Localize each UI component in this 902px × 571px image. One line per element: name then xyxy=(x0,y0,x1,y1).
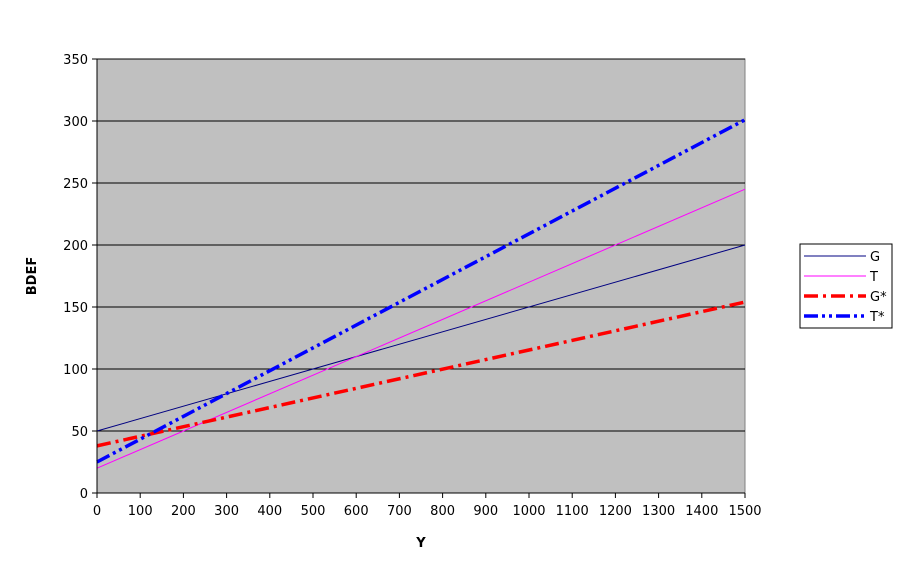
legend-box xyxy=(799,243,893,329)
x-tick-label: 1400 xyxy=(685,504,718,519)
x-tick-label: 100 xyxy=(128,504,153,519)
x-tick-label: 0 xyxy=(93,504,101,519)
legend-label: G* xyxy=(870,290,887,305)
series-line xyxy=(96,118,746,464)
x-tick-label: 800 xyxy=(430,504,455,519)
legend: GT G* T* xyxy=(799,243,893,329)
legend-label: G xyxy=(870,250,880,265)
y-tick-labels: 0 50 100 150 200 250 300 350 xyxy=(63,53,88,502)
series-layer xyxy=(96,118,746,469)
x-tick-label: 300 xyxy=(214,504,239,519)
y-axis-title: BDEF xyxy=(25,257,40,295)
y-tick-label: 0 xyxy=(80,487,88,502)
y-tick-label: 100 xyxy=(63,363,88,378)
x-tick-label: 700 xyxy=(387,504,412,519)
y-tick-label: 300 xyxy=(63,115,88,130)
y-tick-label: 250 xyxy=(63,177,88,192)
plot-area xyxy=(96,58,746,494)
y-tick-label: 50 xyxy=(71,425,88,440)
series-line xyxy=(96,300,746,448)
legend-label: T xyxy=(869,270,878,285)
x-tick-label: 900 xyxy=(473,504,498,519)
x-tick-labels: 0 100 200 300 400 500 600 700 800 900 1000 1100 1200… xyxy=(93,504,762,519)
legend-label: T* xyxy=(869,310,885,325)
x-tick-label: 1000 xyxy=(512,504,545,519)
gridlines xyxy=(97,58,745,432)
x-tick-label: 200 xyxy=(171,504,196,519)
x-tick-label: 1200 xyxy=(599,504,632,519)
y-tick-label: 350 xyxy=(63,53,88,68)
x-tick-label: 1500 xyxy=(728,504,761,519)
axes xyxy=(92,58,746,498)
x-tick-label: 600 xyxy=(344,504,369,519)
y-tick-label: 150 xyxy=(63,301,88,316)
x-tick-label: 1300 xyxy=(642,504,675,519)
x-tick-label: 1100 xyxy=(556,504,589,519)
y-tick-label: 200 xyxy=(63,239,88,254)
series-line xyxy=(96,244,746,432)
x-tick-label: 400 xyxy=(257,504,282,519)
x-tick-label: 500 xyxy=(301,504,326,519)
x-axis-title: Y xyxy=(415,536,426,551)
